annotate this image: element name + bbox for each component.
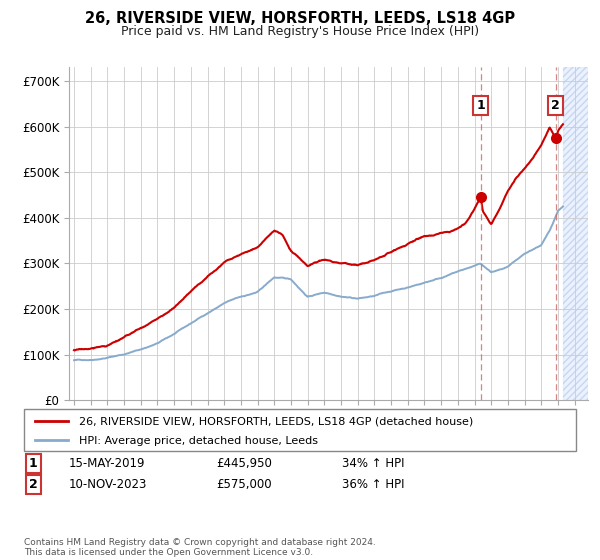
Text: 34% ↑ HPI: 34% ↑ HPI bbox=[342, 457, 404, 470]
Text: 15-MAY-2019: 15-MAY-2019 bbox=[69, 457, 146, 470]
Bar bbox=[563, 67, 588, 400]
Text: 2: 2 bbox=[551, 99, 560, 112]
Text: 26, RIVERSIDE VIEW, HORSFORTH, LEEDS, LS18 4GP: 26, RIVERSIDE VIEW, HORSFORTH, LEEDS, LS… bbox=[85, 11, 515, 26]
Text: Contains HM Land Registry data © Crown copyright and database right 2024.
This d: Contains HM Land Registry data © Crown c… bbox=[24, 538, 376, 557]
Text: 2: 2 bbox=[29, 478, 37, 491]
Text: £575,000: £575,000 bbox=[216, 478, 272, 491]
Bar bbox=[563, 67, 588, 400]
Text: 36% ↑ HPI: 36% ↑ HPI bbox=[342, 478, 404, 491]
Text: 10-NOV-2023: 10-NOV-2023 bbox=[69, 478, 148, 491]
Text: Price paid vs. HM Land Registry's House Price Index (HPI): Price paid vs. HM Land Registry's House … bbox=[121, 25, 479, 38]
Text: 1: 1 bbox=[476, 99, 485, 112]
Text: HPI: Average price, detached house, Leeds: HPI: Average price, detached house, Leed… bbox=[79, 436, 318, 446]
Text: 1: 1 bbox=[29, 457, 37, 470]
FancyBboxPatch shape bbox=[24, 409, 576, 451]
Text: £445,950: £445,950 bbox=[216, 457, 272, 470]
Text: 26, RIVERSIDE VIEW, HORSFORTH, LEEDS, LS18 4GP (detached house): 26, RIVERSIDE VIEW, HORSFORTH, LEEDS, LS… bbox=[79, 417, 473, 426]
